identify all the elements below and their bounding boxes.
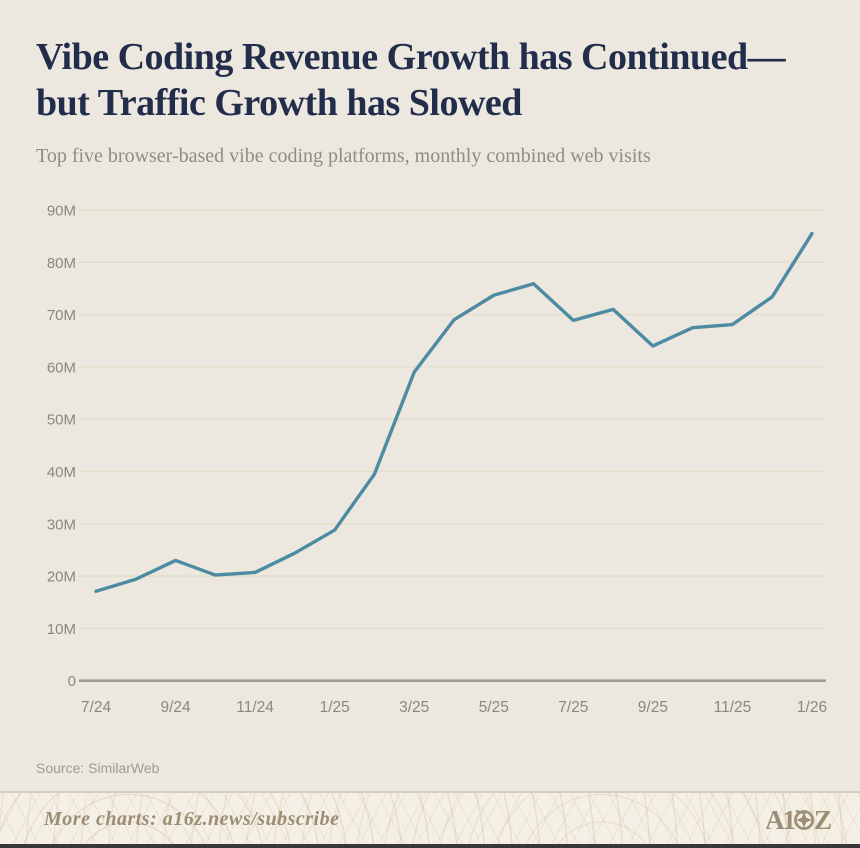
chart-title: Vibe Coding Revenue Growth has Continued…	[36, 34, 836, 126]
y-axis-tick-label: 10M	[47, 621, 76, 638]
logo-compass-circle	[794, 810, 814, 830]
y-axis-tick-label: 50M	[47, 412, 76, 429]
x-axis-tick-label: 5/25	[479, 699, 509, 716]
x-axis-tick-label: 1/25	[320, 699, 350, 716]
x-axis-tick-label: 11/25	[714, 699, 752, 716]
y-axis-tick-label: 70M	[47, 307, 76, 324]
y-axis-tick-label: 40M	[47, 464, 76, 481]
y-axis-tick-label: 90M	[47, 203, 76, 220]
bottom-edge	[0, 844, 860, 848]
x-axis-tick-label: 3/25	[399, 699, 429, 716]
line-chart-area: 0 10M 20M 30M 40M 50M 60M 70M 80M 90M 7/24 9/24 11/2…	[47, 203, 827, 717]
chart-subtitle: Top five browser-based vibe coding platf…	[36, 145, 651, 167]
svg-text:A1: A1	[766, 806, 795, 834]
chart-title-line2: but Traffic Growth has Slowed	[36, 82, 522, 124]
x-axis-tick-label: 9/25	[638, 699, 668, 716]
traffic-line-chart: 0 10M 20M 30M 40M 50M 60M 70M 80M 90M 7/24 9/24 11/2…	[47, 203, 827, 717]
source-note: Source: SimilarWeb	[36, 760, 160, 776]
logo-compass-star	[796, 812, 812, 828]
y-axis-tick-label: 0	[68, 673, 76, 690]
footer-band: More charts: a16z.news/subscribe A1 Z	[0, 791, 860, 845]
subscribe-link-text: More charts: a16z.news/subscribe	[44, 807, 340, 830]
x-axis-tick-label: 7/24	[81, 699, 112, 716]
x-axis-tick-label: 7/25	[558, 699, 588, 716]
y-axis-tick-label: 30M	[47, 516, 76, 533]
x-axis-tick-label: 9/24	[160, 699, 191, 716]
y-axis-tick-label: 60M	[47, 359, 76, 376]
svg-text:Z: Z	[814, 806, 832, 834]
x-axis-tick-label: 11/24	[236, 699, 274, 716]
y-axis-tick-label: 20M	[47, 569, 76, 586]
y-axis-tick-label: 80M	[47, 255, 76, 272]
chart-title-line1: Vibe Coding Revenue Growth has Continued…	[36, 36, 786, 78]
x-axis-tick-label: 1/26	[797, 699, 827, 716]
a16z-logo: A1 Z	[766, 806, 832, 834]
visits-data-line	[94, 231, 814, 593]
